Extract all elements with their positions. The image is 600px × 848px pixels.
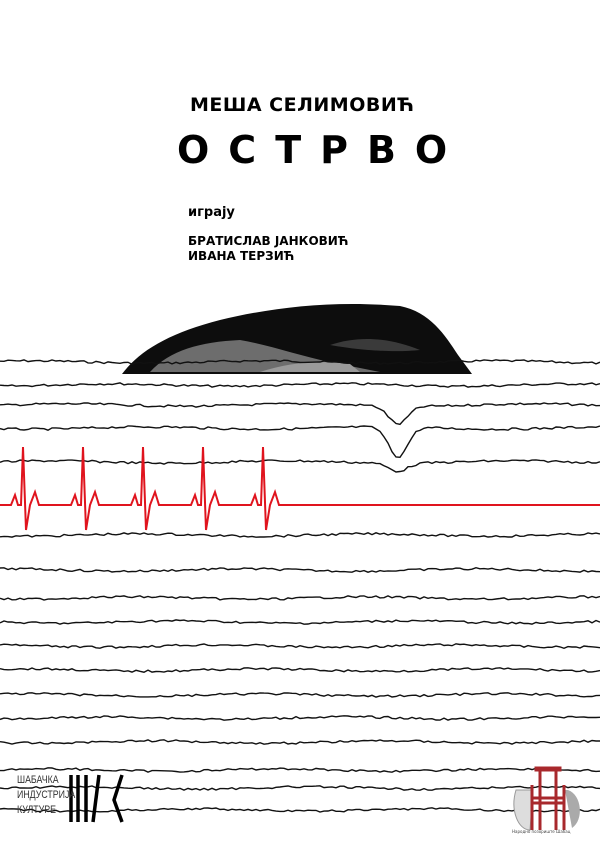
wave-line xyxy=(0,785,600,791)
wave-line xyxy=(0,566,600,573)
performers-label: играју xyxy=(188,205,235,220)
wave-line xyxy=(0,619,600,625)
play-title: ОСТРВО xyxy=(177,128,467,172)
wave-line xyxy=(0,643,600,650)
wave-line xyxy=(0,459,600,473)
theatre-logo-caption: Народно позориште Шабац xyxy=(512,829,571,834)
wave-line xyxy=(0,382,600,388)
logo-line: КУЛТУРЕ xyxy=(17,804,57,816)
wave-line xyxy=(0,739,600,745)
shabac-culture-logo-mark xyxy=(69,774,124,823)
author-name: МЕША СЕЛИМОВИЋ xyxy=(190,94,415,116)
seismograph-lines xyxy=(0,359,600,813)
wave-line xyxy=(0,532,600,538)
ecg-heartbeat-line xyxy=(0,446,600,531)
island-illustration xyxy=(122,303,472,374)
wave-line xyxy=(0,692,600,698)
wave-line xyxy=(0,595,600,601)
wave-line xyxy=(0,667,600,673)
performer-1: БРАТИСЛАВ ЈАНКОВИЋ xyxy=(188,234,349,248)
logo-line: ШАБАЧКА xyxy=(17,774,59,786)
logo-line: ИНДУСТРИЈА xyxy=(17,789,76,801)
wave-line xyxy=(0,767,600,773)
performer-2: ИВАНА ТЕРЗИЋ xyxy=(188,249,295,263)
wave-line xyxy=(0,402,600,426)
wave-line xyxy=(0,807,600,813)
shabac-culture-logo-text: ШАБАЧКА ИНДУСТРИЈА КУЛТУРЕ xyxy=(17,773,75,818)
wave-line xyxy=(0,425,600,459)
wave-line xyxy=(0,359,600,366)
theatre-logo xyxy=(513,766,580,831)
wave-line xyxy=(0,715,600,721)
